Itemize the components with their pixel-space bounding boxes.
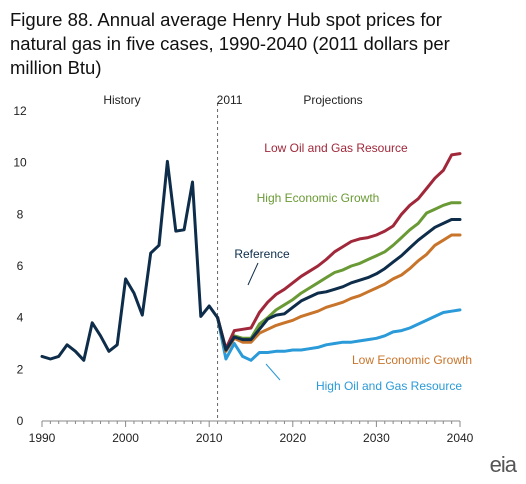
high-oil-gas-resource-line — [216, 308, 462, 362]
high-oil-gas-resource-label: High Oil and Gas Resource — [316, 379, 462, 393]
series-lines — [40, 152, 462, 362]
high-oil-gas-leader-line — [265, 363, 281, 381]
high-economic-growth-line — [216, 201, 462, 352]
y-tick-label: 10 — [13, 156, 27, 170]
x-tick-label: 2010 — [196, 431, 223, 445]
high-economic-growth-label: High Economic Growth — [257, 191, 380, 205]
eia-logo: eia — [489, 452, 517, 478]
low-oil-gas-resource-label: Low Oil and Gas Resource — [264, 141, 408, 155]
y-tick-label: 8 — [17, 207, 24, 221]
x-tick-label: 2020 — [279, 431, 306, 445]
x-tick-label: 2040 — [447, 431, 474, 445]
y-tick-label: 0 — [17, 414, 24, 428]
eia-logo-text: eia — [489, 452, 517, 477]
x-tick-label: 2030 — [363, 431, 390, 445]
reference-leader-line — [247, 262, 259, 286]
y-tick-label: 6 — [17, 259, 24, 273]
series-labels: Low Oil and Gas Resource High Economic Gr… — [234, 141, 472, 393]
low-oil-gas-resource-line — [216, 152, 462, 351]
y-tick-label: 2 — [17, 362, 24, 376]
y-tick-label: 12 — [13, 104, 27, 118]
low-economic-growth-label: Low Economic Growth — [352, 353, 472, 367]
reference-label: Reference — [234, 247, 290, 261]
history-annotation: History — [103, 93, 140, 107]
axes: 1990 2000 2010 2020 2030 2040 0 2 4 6 8 10 12 — [13, 104, 473, 445]
chart-title: Figure 88. Annual average Henry Hub spot… — [10, 9, 450, 78]
reference-line — [216, 218, 462, 352]
x-tick-label: 2000 — [112, 431, 139, 445]
year-2011-annotation: 2011 — [217, 93, 243, 107]
low-economic-growth-line — [216, 233, 462, 353]
history-line — [40, 159, 220, 362]
chart-annotations: History 2011 Projections — [103, 93, 363, 421]
x-tick-label: 1990 — [29, 431, 56, 445]
projections-annotation: Projections — [303, 93, 362, 107]
y-tick-label: 4 — [17, 311, 24, 325]
